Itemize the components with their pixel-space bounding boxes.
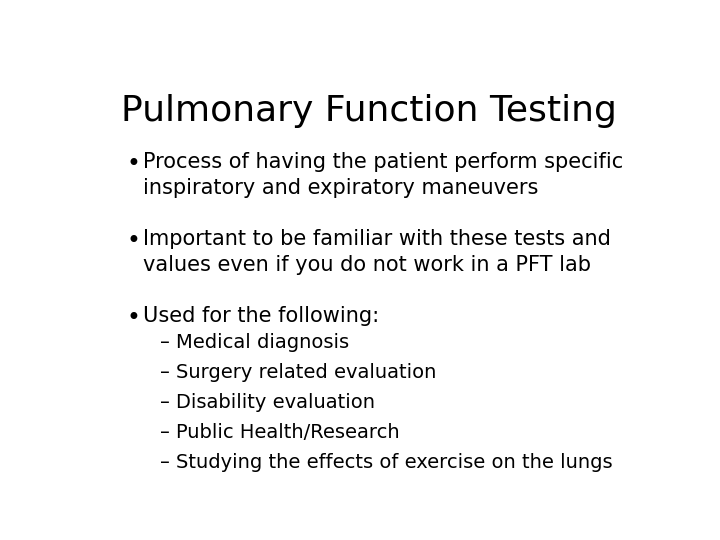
Text: –: – — [160, 333, 170, 352]
Text: –: – — [160, 393, 170, 412]
Text: Medical diagnosis: Medical diagnosis — [176, 333, 350, 352]
Text: –: – — [160, 453, 170, 472]
Text: Surgery related evaluation: Surgery related evaluation — [176, 363, 437, 382]
Text: Important to be familiar with these tests and
values even if you do not work in : Important to be familiar with these test… — [143, 229, 611, 275]
Text: Public Health/Research: Public Health/Research — [176, 423, 400, 442]
Text: Pulmonary Function Testing: Pulmonary Function Testing — [121, 94, 617, 128]
Text: Disability evaluation: Disability evaluation — [176, 393, 376, 412]
Text: •: • — [126, 306, 140, 330]
Text: •: • — [126, 229, 140, 253]
Text: Process of having the patient perform specific
inspiratory and expiratory maneuv: Process of having the patient perform sp… — [143, 152, 624, 198]
Text: –: – — [160, 363, 170, 382]
Text: •: • — [126, 152, 140, 176]
Text: –: – — [160, 423, 170, 442]
Text: Studying the effects of exercise on the lungs: Studying the effects of exercise on the … — [176, 453, 613, 472]
Text: Used for the following:: Used for the following: — [143, 306, 379, 326]
